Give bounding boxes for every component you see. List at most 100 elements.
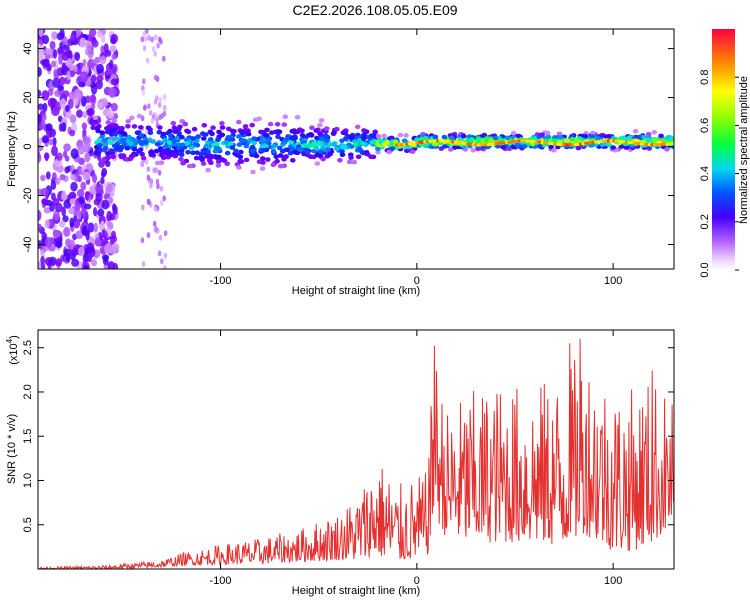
- spectrogram-cell: [313, 128, 320, 133]
- spectrogram-y-ticks: -40 -20 0 20 40: [22, 42, 674, 252]
- spectrogram-cell: [361, 136, 367, 141]
- spectrogram-cell: [58, 53, 63, 65]
- spectrogram-cell: [142, 45, 147, 52]
- spectrogram-cell: [288, 140, 295, 145]
- spectrogram-cell: [38, 153, 42, 163]
- spectrogram-cell: [137, 147, 144, 152]
- spectrogram-cell: [277, 145, 283, 151]
- spectrogram-cell: [200, 131, 206, 136]
- spectrogram-cell: [219, 121, 225, 126]
- spectrogram-cell: [127, 156, 134, 162]
- spectrogram-cell: [195, 134, 201, 139]
- spectrogram-cell: [61, 206, 67, 217]
- spectrogram-cell: [317, 122, 323, 128]
- spectrogram-cell: [242, 124, 249, 129]
- spectrogram-cell: [144, 159, 149, 165]
- spectrogram-cell: [249, 122, 255, 128]
- spectrogram-cell: [168, 152, 175, 158]
- spectrogram-cell: [62, 90, 70, 98]
- y-tick-label: -40: [22, 237, 34, 253]
- spectrogram-cell: [122, 132, 128, 137]
- spectrogram-cell: [119, 126, 125, 131]
- spectrogram-cell: [157, 169, 162, 176]
- spectrogram-cell: [645, 131, 652, 137]
- spectrogram-cell: [351, 159, 358, 165]
- spectrogram-cell: [618, 144, 625, 149]
- colorbar-ticks: 0.0 0.2 0.4 0.6 0.8: [699, 70, 739, 278]
- spectrogram-cell: [73, 64, 78, 73]
- x-tick-label: 0: [414, 575, 420, 587]
- spectrogram-cell: [372, 129, 379, 135]
- spectrogram-cell: [223, 140, 229, 145]
- spectrogram-cell: [327, 152, 333, 157]
- spectrogram-cell: [342, 145, 348, 150]
- spectrogram-cell: [522, 144, 528, 149]
- spectrogram-cell: [147, 34, 151, 41]
- spectrogram-cell: [93, 222, 99, 233]
- spectrogram-cell: [290, 158, 296, 163]
- spectrogram-cell: [251, 136, 257, 141]
- spectrogram-cell: [47, 97, 56, 108]
- spectrogram-cell: [99, 55, 107, 65]
- spectrogram-cell: [152, 220, 157, 227]
- spectrogram-cell: [111, 131, 118, 136]
- spectrogram-cell: [240, 138, 246, 143]
- spectrogram-cell: [51, 145, 58, 157]
- spectrogram-cell: [158, 96, 163, 103]
- colorbar-tick-label: 0.0: [699, 262, 711, 277]
- spectrogram-cell: [160, 200, 164, 206]
- spectrogram-cell: [299, 128, 305, 134]
- spectrogram-cell: [94, 56, 101, 64]
- spectrogram-x-label: Height of straight line (km): [292, 285, 420, 297]
- spectrogram-cell: [352, 142, 359, 147]
- spectrogram-cell: [236, 165, 242, 170]
- spectrogram-cell: [368, 133, 375, 138]
- spectrogram-cell: [142, 30, 147, 37]
- spectrogram-cell: [589, 130, 596, 136]
- spectrogram-cell: [52, 137, 57, 147]
- spectrogram-cell: [225, 135, 232, 140]
- spectrogram-cell: [214, 141, 220, 147]
- spectrogram-cell: [100, 220, 105, 231]
- spectrogram-cell: [224, 161, 230, 167]
- spectrogram-cell: [233, 148, 239, 154]
- spectrogram-cell: [179, 134, 185, 140]
- spectrogram-cell: [67, 99, 74, 109]
- spectrogram-cell: [95, 191, 103, 203]
- spectrogram-frame: [37, 28, 675, 270]
- spectrogram-cell: [160, 258, 164, 265]
- spectrogram-cell: [236, 119, 242, 125]
- spectrogram-cell: [99, 130, 106, 135]
- spectrogram-cell: [51, 172, 57, 181]
- spectrogram-cell: [111, 143, 118, 149]
- spectrogram-cell: [143, 104, 147, 111]
- spectrogram-cell: [346, 159, 353, 165]
- spectrogram-cell: [537, 144, 543, 149]
- spectrogram-cell: [143, 36, 148, 42]
- spectrogram-cell: [251, 140, 257, 146]
- spectrogram-cell: [178, 152, 185, 158]
- x-tick-label: -100: [210, 575, 232, 587]
- spectrogram-cell: [569, 136, 576, 142]
- spectrogram-cell: [238, 159, 245, 164]
- spectrogram-cell: [81, 95, 87, 107]
- spectrogram-cell: [264, 133, 270, 138]
- snr-x-ticks: -100 0 100: [210, 330, 622, 587]
- spectrogram-cell: [441, 134, 448, 140]
- spectrogram-cell: [64, 166, 70, 174]
- spectrogram-cell: [94, 237, 102, 246]
- spectrogram-cell: [44, 48, 53, 56]
- snr-line: [38, 338, 674, 569]
- spectrogram-cell: [389, 146, 396, 151]
- spectrogram-cell: [145, 125, 152, 131]
- spectrogram-cell: [322, 133, 329, 138]
- spectrogram-cell: [651, 130, 658, 135]
- spectrogram-cell: [548, 144, 554, 149]
- spectrogram-cell: [356, 146, 363, 152]
- spectrogram-cell: [323, 138, 330, 143]
- spectrogram-cell: [620, 135, 626, 141]
- spectrogram-cell: [131, 147, 138, 152]
- spectrogram-cell: [273, 154, 280, 160]
- spectrogram-cell: [330, 142, 337, 147]
